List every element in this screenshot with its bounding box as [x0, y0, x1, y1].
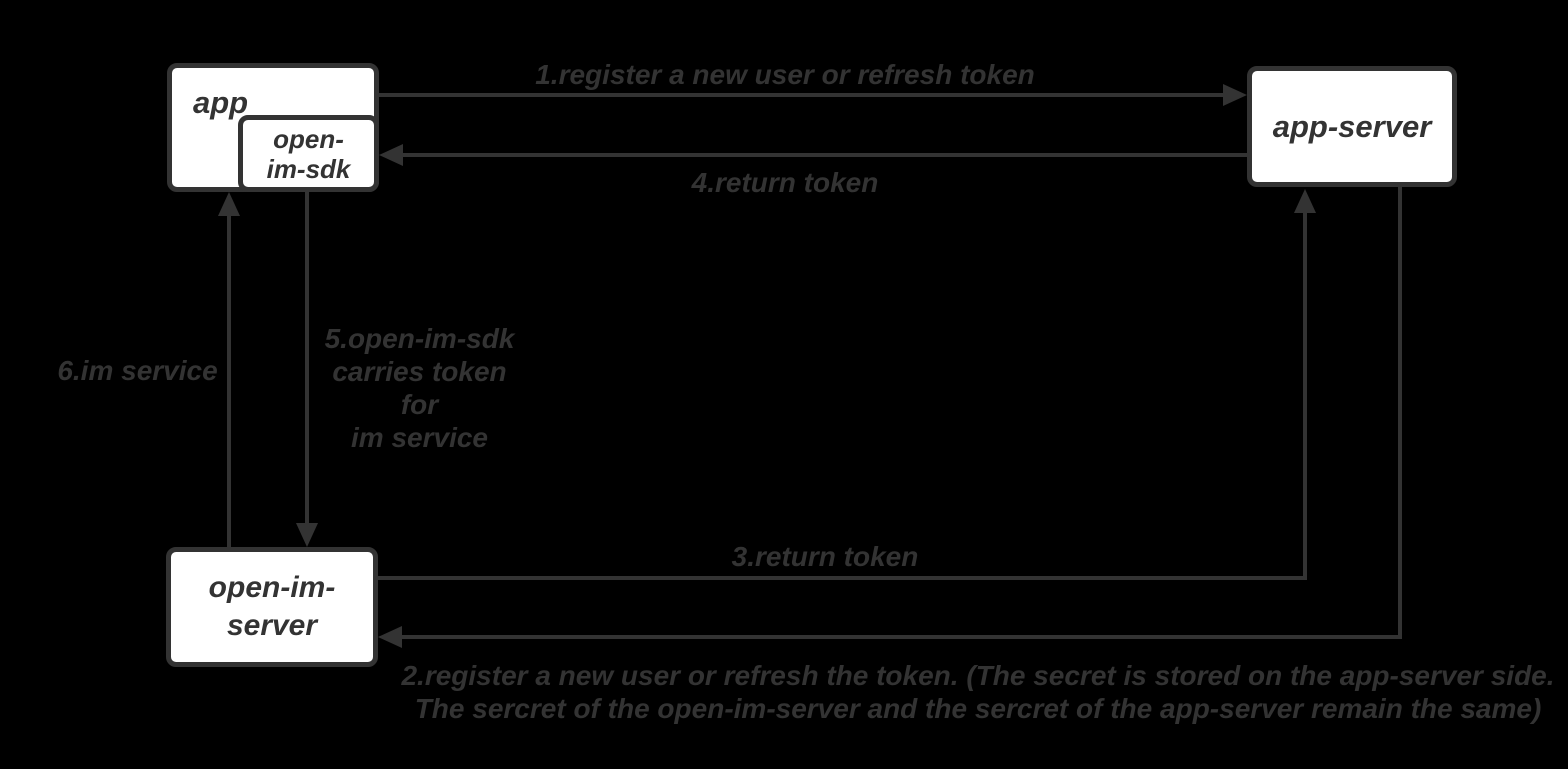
edge-5-label: 5.open-im-sdk carries token for im servi…	[312, 322, 527, 454]
node-open-im-sdk-label-line-1: open-	[273, 123, 344, 154]
edge-6-label: 6.im service	[57, 355, 218, 386]
edge-5-label-line-3: im service	[351, 422, 488, 453]
edge-6-arrowhead-icon	[218, 192, 240, 216]
edge-6-line	[227, 214, 231, 547]
edge-3-line-horizontal	[378, 576, 1307, 580]
node-open-im-server-label-line-1: open-im-	[208, 571, 336, 604]
node-open-im-sdk-label-line-2: im-sdk	[266, 153, 351, 184]
edge-5-line	[305, 192, 309, 526]
edge-4-line	[400, 153, 1247, 157]
edge-5-arrowhead-icon	[296, 523, 318, 547]
edge-1-arrowhead-icon	[1223, 84, 1247, 106]
edge-4-arrowhead-icon	[379, 144, 403, 166]
edge-4-label: 4.return token	[691, 167, 879, 198]
edge-1-line	[379, 93, 1227, 97]
node-app-label: app	[193, 85, 249, 120]
node-open-im-sdk: open- im-sdk	[238, 115, 379, 192]
node-open-im-server-label-line-2: server	[226, 609, 318, 642]
edge-2-label-line-2: The sercret of the open-im-server and th…	[414, 693, 1542, 724]
node-open-im-server: open-im- server	[166, 547, 378, 667]
node-app-server: app-server	[1247, 66, 1457, 187]
edge-2-label: 2.register a new user or refresh the tok…	[398, 659, 1558, 725]
edge-2-line-vertical	[1398, 187, 1402, 639]
edge-2-label-line-1: 2.register a new user or refresh the tok…	[401, 660, 1555, 691]
edge-3-line-vertical	[1303, 211, 1307, 580]
edge-2-line-horizontal	[400, 635, 1402, 639]
edge-5-label-line-2: carries token for	[332, 356, 507, 420]
edge-3-arrowhead-icon	[1294, 189, 1316, 213]
edge-5-label-line-1: 5.open-im-sdk	[324, 323, 515, 354]
edge-3-label: 3.return token	[731, 541, 919, 572]
edge-2-arrowhead-icon	[378, 626, 402, 648]
edge-1-label: 1.register a new user or refresh token	[535, 59, 1035, 90]
node-app-server-label: app-server	[1272, 108, 1432, 144]
